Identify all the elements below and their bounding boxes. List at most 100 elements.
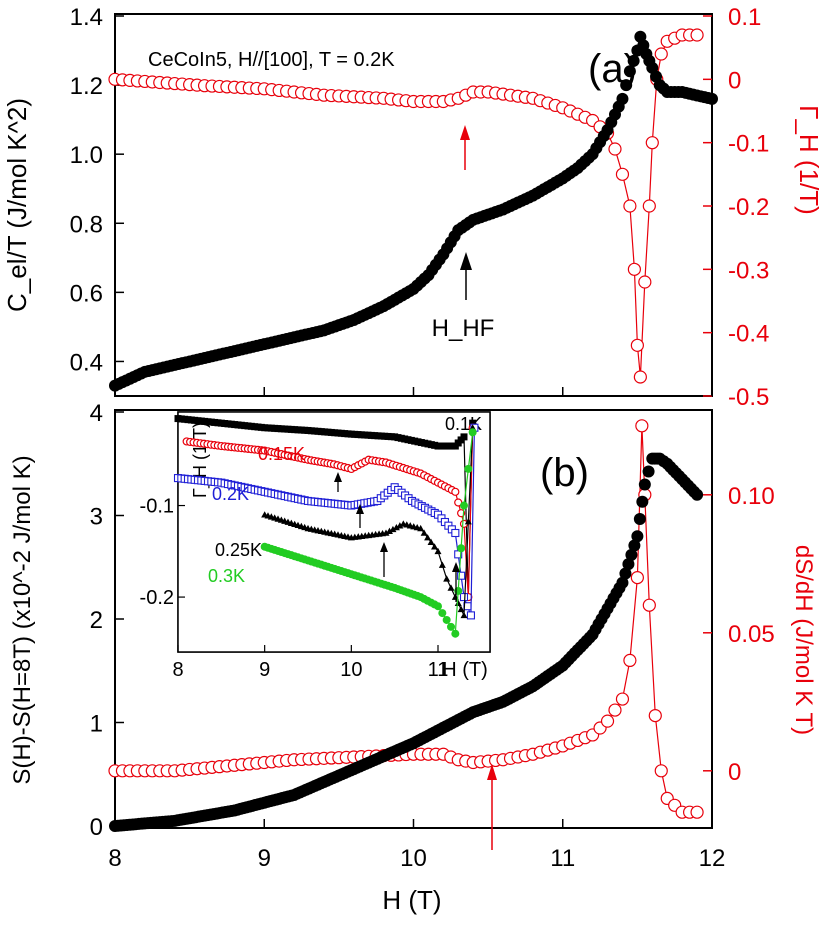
inset-series-0.25K-point <box>424 534 432 541</box>
b-left-tick-label: 0 <box>90 814 103 841</box>
inset-series-0.25K-point <box>460 611 468 619</box>
inset-series-0.25K-point <box>457 605 465 613</box>
a-gamma-point <box>638 275 652 289</box>
inset-arrowhead <box>356 504 364 514</box>
b-right-tick-label: 0.05 <box>728 621 775 648</box>
inset-series-0.3K-point <box>457 544 466 553</box>
b-entropy-point <box>642 465 655 478</box>
inset-series-0.1K-point <box>469 419 477 427</box>
a-cel-point <box>623 65 636 78</box>
inset-series-0.3K-point <box>464 464 473 473</box>
b-dsdh-point <box>630 570 644 585</box>
inset-x-tick-label: 9 <box>259 659 270 681</box>
inset-x-tick-label: 11 <box>428 659 449 681</box>
a-gamma-point <box>630 338 644 352</box>
a-cel-point <box>627 54 640 67</box>
inset-series-label: 0.25K <box>215 540 262 560</box>
inset-ylabel: Γ_H (1/T) <box>190 422 211 498</box>
b-entropy-point <box>691 488 704 501</box>
b-dsdh-point <box>635 419 649 433</box>
b-x-tick-label: 10 <box>400 845 427 872</box>
b-ylabel-left: S(H)-S(H=8T) (x10^-2 J/mol K) <box>9 455 36 784</box>
a-red-arrowhead <box>460 125 470 140</box>
b-entropy-point <box>625 548 638 561</box>
b-left-tick-label: 3 <box>90 504 103 531</box>
inset-y-tick-label: -0.2 <box>140 587 174 609</box>
inset-series-0.2K-point <box>466 611 475 620</box>
a-left-tick-label: 1.4 <box>70 4 103 31</box>
b-left-tick-label: 1 <box>90 711 103 738</box>
a-gamma-point <box>642 199 656 213</box>
panel-a: (a) CeCoIn5, H//[100], T = 0.2K <box>114 13 713 397</box>
a-right-tick-label: -0.3 <box>728 257 769 284</box>
a-right-tick-label: 0.1 <box>728 4 761 31</box>
a-gamma-point <box>623 199 637 213</box>
a-ylabel-left: C_el/T (J/mol K^2) <box>2 98 32 312</box>
b-entropy-point <box>619 567 632 580</box>
inset-xlabel: H (T) <box>442 659 488 681</box>
inset-series-0.25K-point <box>427 538 435 545</box>
inset-series-0.25K-point <box>396 522 404 529</box>
a-right-tick-label: -0.5 <box>728 384 769 411</box>
b-dsdh-point <box>615 692 630 706</box>
inset-series-0.25K-point <box>431 543 439 550</box>
b-right-tick-label: 0.10 <box>728 483 775 510</box>
a-black-arrowhead <box>460 252 472 270</box>
inset-y-tick-label: -0.1 <box>140 496 174 518</box>
b-entropy-point <box>633 512 646 525</box>
b-entropy-point <box>631 530 644 543</box>
inset-series-0.3K-point <box>447 622 455 631</box>
b-entropy-point <box>616 576 629 589</box>
b-dsdh-point <box>648 708 662 723</box>
b-red-arrowhead <box>487 764 497 780</box>
b-dsdh-point <box>623 653 637 668</box>
b-dsdh-point <box>690 805 704 819</box>
b-entropy-point <box>622 558 635 571</box>
inset-series-0.3K-point <box>451 629 460 638</box>
inset-x-tick-label: 10 <box>340 659 362 681</box>
b-x-tick-label: 8 <box>108 845 121 872</box>
a-left-tick-label: 1.0 <box>70 142 103 169</box>
a-gamma-point <box>645 136 659 150</box>
inset-series-0.25K-point <box>464 518 472 525</box>
a-left-tick-label: 0.8 <box>70 211 103 238</box>
a-arrow-label: H_HF <box>432 315 495 342</box>
b-dsdh-point <box>642 598 656 612</box>
inset-series-0.3K-point <box>438 609 447 618</box>
a-left-tick-label: 1.2 <box>70 73 103 100</box>
a-gamma-point <box>633 370 647 384</box>
b-entropy-point <box>628 539 641 552</box>
inset-x-tick-label: 8 <box>172 659 183 681</box>
a-cel-point <box>620 79 633 92</box>
b-left-tick-label: 4 <box>90 400 103 427</box>
inset-arrowhead <box>452 562 460 572</box>
inset-series-0.25K-point <box>420 529 428 536</box>
panel-b-label: (b) <box>540 451 589 495</box>
inset-series-0.2K-point <box>451 528 460 538</box>
a-left-tick-label: 0.6 <box>70 280 103 307</box>
b-left-tick-label: 2 <box>90 607 103 634</box>
inset-arrowhead <box>334 472 342 482</box>
inset-series-0.25K-point <box>443 575 451 582</box>
b-dsdh-point <box>600 714 615 728</box>
a-cel-point <box>616 92 629 105</box>
inset-series-label: 0.3K <box>208 566 245 586</box>
a-cel-point <box>706 92 718 105</box>
a-gamma-point <box>608 142 622 156</box>
inset-series-0.3K-point <box>434 602 442 611</box>
inset-series-0.25K-point <box>382 529 390 536</box>
inset-series-0.3K-point <box>460 501 468 510</box>
inset-series-0.3K-point <box>442 615 451 624</box>
a-gamma-point <box>654 47 668 61</box>
a-gamma-point <box>615 167 630 181</box>
b-dsdh-point <box>608 703 622 717</box>
inset-series-0.1K-point <box>460 433 468 441</box>
b-x-tick-label: 12 <box>699 845 726 872</box>
inset-series-0.25K-point <box>451 593 459 600</box>
data-layer: 0.4 0.6 0.8 1.0 1.2 1.4 -0.5 -0.4 -0.3 -0.2 -0.1 0 0… <box>2 4 824 915</box>
b-ylabel-right: dS/dH (J/mol K T) <box>790 545 817 735</box>
b-xlabel: H (T) <box>382 885 441 915</box>
inset-series-0.15K-point <box>451 487 460 496</box>
inset-series-0.25K-point <box>447 584 455 591</box>
